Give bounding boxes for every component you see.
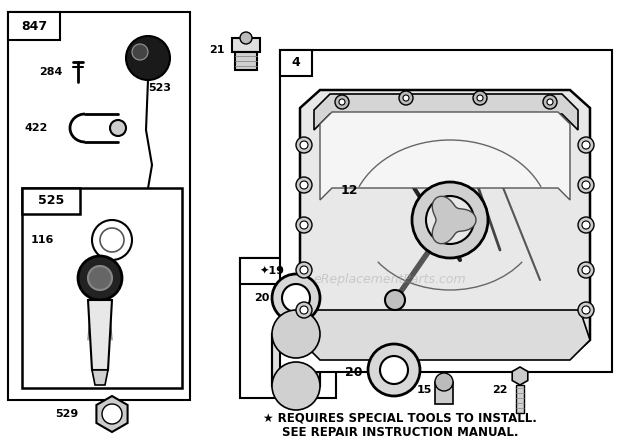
Circle shape [380,356,408,384]
Circle shape [438,208,462,232]
Bar [22,188,80,214]
Circle shape [582,181,590,189]
Circle shape [296,177,312,193]
Circle shape [335,95,349,109]
Text: ★ REQUIRES SPECIAL TOOLS TO INSTALL.: ★ REQUIRES SPECIAL TOOLS TO INSTALL. [263,412,537,425]
Circle shape [300,221,308,229]
Circle shape [578,177,594,193]
Bar [232,38,260,52]
Bar [272,334,320,386]
Bar [516,385,524,413]
Circle shape [296,302,312,318]
Text: 422: 422 [25,123,48,133]
Circle shape [582,306,590,314]
Circle shape [126,36,170,80]
Circle shape [296,137,312,153]
Text: 847: 847 [21,20,47,33]
Text: 15: 15 [417,385,432,395]
Text: SEE REPAIR INSTRUCTION MANUAL.: SEE REPAIR INSTRUCTION MANUAL. [281,426,518,439]
Circle shape [300,141,308,149]
Circle shape [543,95,557,109]
Circle shape [300,266,308,274]
Circle shape [582,141,590,149]
Circle shape [582,266,590,274]
Polygon shape [314,94,578,130]
Circle shape [403,95,409,101]
Circle shape [78,256,122,300]
Bar [272,334,320,386]
Circle shape [92,220,132,260]
Circle shape [296,262,312,278]
Bar [22,188,182,388]
Circle shape [339,99,345,105]
Text: 525: 525 [38,194,64,207]
Bar [8,12,60,40]
Circle shape [300,181,308,189]
Circle shape [272,310,320,358]
Circle shape [412,182,488,258]
Bar [280,50,612,372]
Circle shape [473,91,487,105]
Circle shape [296,217,312,233]
Polygon shape [320,112,570,200]
Text: 20: 20 [254,293,269,303]
Polygon shape [432,196,476,244]
Text: 529: 529 [55,409,78,419]
Circle shape [477,95,483,101]
Polygon shape [92,370,108,385]
Circle shape [272,274,320,322]
Text: 523: 523 [148,83,171,93]
Circle shape [240,32,252,44]
Text: 4: 4 [291,57,300,70]
Circle shape [300,306,308,314]
Circle shape [578,217,594,233]
Polygon shape [88,300,112,370]
Polygon shape [97,396,128,432]
Circle shape [578,262,594,278]
Polygon shape [300,310,590,360]
Circle shape [102,404,122,424]
Circle shape [132,44,148,60]
Polygon shape [512,367,528,385]
Bar [235,52,257,70]
Circle shape [578,302,594,318]
Circle shape [435,373,453,391]
Bar [240,258,308,284]
Bar [435,382,453,404]
Circle shape [110,120,126,136]
Text: eReplacementParts.com: eReplacementParts.com [314,273,466,286]
Text: 12: 12 [340,183,358,197]
Text: 22: 22 [492,385,508,395]
Text: 284: 284 [38,67,62,77]
Circle shape [282,284,310,312]
Bar [280,50,312,76]
Circle shape [578,137,594,153]
Circle shape [272,362,320,410]
Circle shape [368,344,420,396]
Circle shape [385,290,405,310]
Circle shape [547,99,553,105]
Circle shape [582,221,590,229]
Text: ✦19: ✦19 [260,266,285,276]
Text: 21: 21 [210,45,225,55]
Bar [240,258,336,398]
Text: 116: 116 [30,235,54,245]
Circle shape [88,266,112,290]
Circle shape [426,196,474,244]
Circle shape [399,91,413,105]
Polygon shape [300,90,590,358]
Text: 20: 20 [345,366,362,379]
Circle shape [100,228,124,252]
Bar [8,12,190,400]
